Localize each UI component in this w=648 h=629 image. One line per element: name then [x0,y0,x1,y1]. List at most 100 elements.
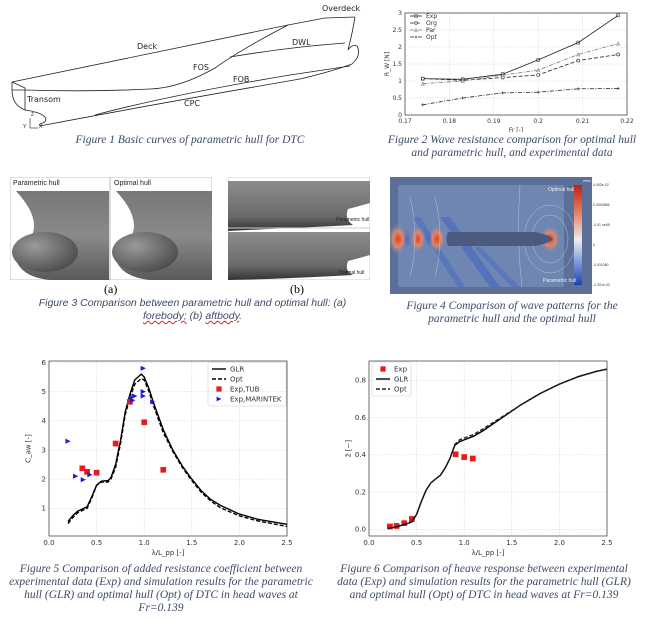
legend-label: Opt [230,375,243,383]
colorbar-ticks: 4.402e-02 0.0000666 -0.01 ne65 0 -0.0110… [593,183,610,287]
y-tick-label: 1.5 [392,61,402,68]
panel-b-bottom-label: Optimal hull [338,270,365,276]
x-tick-label: 0.17 [398,118,412,125]
deck-curve [11,16,356,83]
legend-box [207,361,287,407]
legend-marker [380,366,386,372]
data-point [150,399,156,405]
added-resistance-chart: 0.0 0.5 1.0 1.5 2.0 2.5 1 2 3 4 5 6 λ/L_pp [-] C_aw [… [25,359,293,557]
data-point [616,13,620,18]
data-point [420,76,425,81]
y-tick-label: 3 [398,10,402,17]
optimal-forebody [112,191,212,280]
y-tick-label: 0 [398,112,402,119]
panel-a-left-label: Parametric hull [13,180,60,187]
y-axis-label: z̄ [−] [345,440,353,457]
y-tick-label: 3 [42,446,46,454]
data-point [452,451,459,458]
series-opt [421,86,620,107]
label-a: (a) [104,282,118,296]
x-tick-label: 1.5 [186,539,197,547]
stem-curve [299,16,360,80]
series-exp [387,451,476,530]
series-line [387,368,608,530]
y-tick-label: 4 [42,417,47,425]
data-point [112,440,119,447]
y-tick-label: 1 [42,505,46,513]
hull-curves-drawing [11,16,360,129]
x-tick-label: 2.0 [234,539,245,547]
series-line [67,377,288,528]
legend-label: Exp,MARINTEK [230,395,282,403]
y-tick-label: 0.4 [355,451,367,459]
data-point [460,78,465,83]
axis-y-label: Y [23,124,27,130]
wave-pattern-contour-image [390,177,592,294]
y-axis-label: R_W [N] [384,52,391,76]
data-point [141,419,148,426]
legend-box [371,361,412,397]
series-line [422,43,619,85]
legend-marker [414,21,418,25]
data-point [420,81,425,86]
x-tick-label: 0.5 [411,539,422,547]
data-point [421,103,425,107]
x-tick-label: 0.18 [443,118,457,125]
series-exp-tub [79,398,167,476]
caption-text: (b) [186,310,206,322]
data-point [132,393,138,399]
legend-marker [216,386,222,392]
legend-label: Par [426,27,436,34]
legend-label: GLR [230,365,244,373]
legend-marker [414,14,418,18]
y-tick-label: 5 [42,388,46,396]
data-point [576,87,580,91]
legend-marker [414,28,418,32]
data-point [469,455,476,462]
legend-label: Exp,TUB [230,385,260,393]
series-exp-marintek [65,365,156,483]
fob-curve [94,65,351,116]
aftbody-comparison-image [228,177,370,280]
caption-aftbody: aftbody [205,310,240,322]
colorbar-tick: -0.011060 [593,263,609,267]
data-point [387,523,393,530]
label-fob: FOB [233,75,250,84]
x-tick-label: 1.5 [506,539,517,547]
y-tick-label: 0.8 [355,377,366,385]
data-point [616,86,620,90]
transom-outline [11,81,47,127]
x-tick-label: 2.5 [281,539,292,547]
figure-4-caption: Figure 4 Comparison of wave patterns for… [406,300,618,325]
x-tick-label: 0.21 [576,118,590,125]
x-axis-label: Fr [-] [509,127,523,132]
data-point [79,465,86,472]
data-point [65,438,71,444]
figure-2-caption: Figure 2 Wave resistance comparison for … [387,134,637,159]
y-tick-label: 6 [42,359,47,367]
caption-text: Figure 3 Comparison between parametric h… [38,297,347,309]
series-exp [421,13,620,82]
x-tick-label: 0.0 [43,539,54,547]
data-point [616,52,620,57]
data-point [576,58,580,63]
series-opt [387,368,608,530]
legend-marker [414,35,418,39]
panel-a-right-label: Optimal hull [114,180,151,187]
hull-silhouette [446,232,553,246]
label-dwl: DWL [292,38,311,47]
data-point [140,389,146,395]
plot-frame [368,360,608,537]
series-opt [67,377,288,528]
panel-b-top-label: Parametric hull [336,217,370,223]
x-tick-label: 1.0 [459,539,470,547]
optimal-hull-label: Optimal hull [548,187,575,193]
data-point [536,67,541,72]
x-tick-label: 0.0 [363,539,374,547]
data-point [87,472,93,478]
data-point [576,40,580,45]
data-point [536,58,540,62]
cpc-curve [44,78,301,126]
caption-text: . [239,310,243,322]
y-tick-label: 2 [42,475,46,483]
